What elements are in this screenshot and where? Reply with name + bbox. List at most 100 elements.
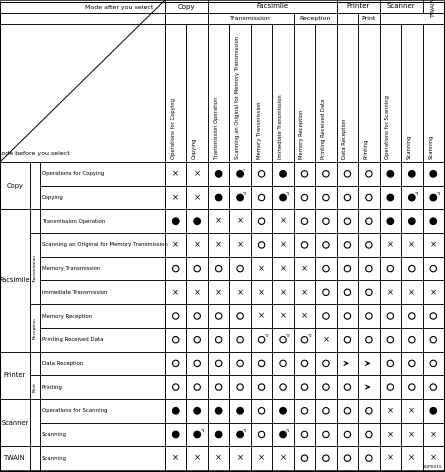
- Circle shape: [194, 407, 200, 414]
- Text: Printing: Printing: [364, 138, 369, 159]
- Text: ×: ×: [279, 217, 287, 226]
- Bar: [358, 162, 380, 185]
- Bar: [380, 185, 401, 210]
- Bar: [40, 280, 165, 304]
- Text: Memory Reception: Memory Reception: [42, 313, 92, 319]
- Text: ×: ×: [172, 288, 179, 297]
- Text: Memory Reception: Memory Reception: [299, 110, 304, 159]
- Circle shape: [280, 171, 286, 177]
- Bar: [294, 257, 315, 280]
- Bar: [40, 210, 165, 233]
- Circle shape: [280, 407, 286, 414]
- Bar: [229, 352, 251, 375]
- Circle shape: [237, 194, 243, 201]
- Bar: [251, 447, 272, 470]
- Bar: [337, 185, 358, 210]
- Bar: [165, 162, 186, 185]
- Text: Memory Transmission: Memory Transmission: [257, 101, 262, 159]
- Bar: [380, 399, 401, 422]
- Bar: [294, 422, 315, 447]
- Bar: [358, 399, 380, 422]
- Bar: [272, 257, 294, 280]
- Bar: [272, 210, 294, 233]
- Bar: [229, 280, 251, 304]
- Bar: [423, 185, 444, 210]
- Bar: [380, 304, 401, 328]
- Bar: [423, 210, 444, 233]
- Bar: [208, 233, 229, 257]
- Bar: [208, 447, 229, 470]
- Bar: [208, 0, 337, 13]
- Bar: [423, 24, 444, 162]
- Bar: [40, 399, 165, 422]
- Bar: [315, 422, 337, 447]
- Text: *1: *1: [286, 192, 291, 195]
- Text: Operations for Copying: Operations for Copying: [42, 171, 104, 177]
- Bar: [315, 399, 337, 422]
- Bar: [315, 257, 337, 280]
- Bar: [229, 328, 251, 352]
- Text: *1: *1: [243, 192, 248, 195]
- Circle shape: [430, 194, 437, 201]
- Bar: [380, 210, 401, 233]
- Bar: [165, 13, 208, 24]
- Bar: [358, 13, 380, 24]
- Text: ×: ×: [387, 454, 394, 463]
- Bar: [294, 162, 315, 185]
- Text: ×: ×: [215, 240, 222, 249]
- Bar: [358, 375, 380, 399]
- Bar: [208, 280, 229, 304]
- Bar: [251, 328, 272, 352]
- Bar: [165, 447, 186, 470]
- Bar: [294, 13, 337, 24]
- Text: ×: ×: [387, 406, 394, 415]
- Bar: [315, 328, 337, 352]
- Bar: [0, 210, 30, 352]
- Bar: [358, 422, 380, 447]
- Text: ×: ×: [172, 169, 179, 178]
- Bar: [380, 447, 401, 470]
- Bar: [358, 304, 380, 328]
- Bar: [251, 185, 272, 210]
- Bar: [165, 185, 186, 210]
- Text: ×: ×: [279, 454, 287, 463]
- Bar: [315, 304, 337, 328]
- Circle shape: [215, 171, 222, 177]
- Circle shape: [215, 407, 222, 414]
- Bar: [294, 375, 315, 399]
- Bar: [358, 210, 380, 233]
- Circle shape: [280, 431, 286, 438]
- Bar: [380, 233, 401, 257]
- Bar: [208, 304, 229, 328]
- Text: Scanner: Scanner: [387, 3, 415, 9]
- Text: Transmission: Transmission: [33, 255, 37, 283]
- Bar: [251, 422, 272, 447]
- Text: ×: ×: [409, 430, 415, 439]
- Bar: [272, 304, 294, 328]
- Bar: [294, 399, 315, 422]
- Bar: [251, 352, 272, 375]
- Bar: [358, 280, 380, 304]
- Circle shape: [387, 194, 393, 201]
- Bar: [186, 233, 208, 257]
- Bar: [272, 233, 294, 257]
- Text: *2: *2: [265, 334, 270, 338]
- Bar: [337, 447, 358, 470]
- Text: TWAIN: TWAIN: [4, 455, 26, 461]
- Text: Copying: Copying: [42, 195, 64, 200]
- Circle shape: [215, 431, 222, 438]
- Text: ×: ×: [387, 430, 394, 439]
- Bar: [208, 210, 229, 233]
- Circle shape: [173, 407, 179, 414]
- Circle shape: [237, 431, 243, 438]
- Bar: [272, 352, 294, 375]
- Bar: [186, 185, 208, 210]
- Bar: [423, 375, 444, 399]
- Bar: [380, 162, 401, 185]
- Text: Memory Transmission: Memory Transmission: [42, 266, 101, 271]
- Circle shape: [387, 218, 393, 224]
- Text: Reception: Reception: [299, 16, 331, 21]
- Text: ×: ×: [387, 288, 394, 297]
- Bar: [337, 352, 358, 375]
- Text: ×: ×: [194, 454, 201, 463]
